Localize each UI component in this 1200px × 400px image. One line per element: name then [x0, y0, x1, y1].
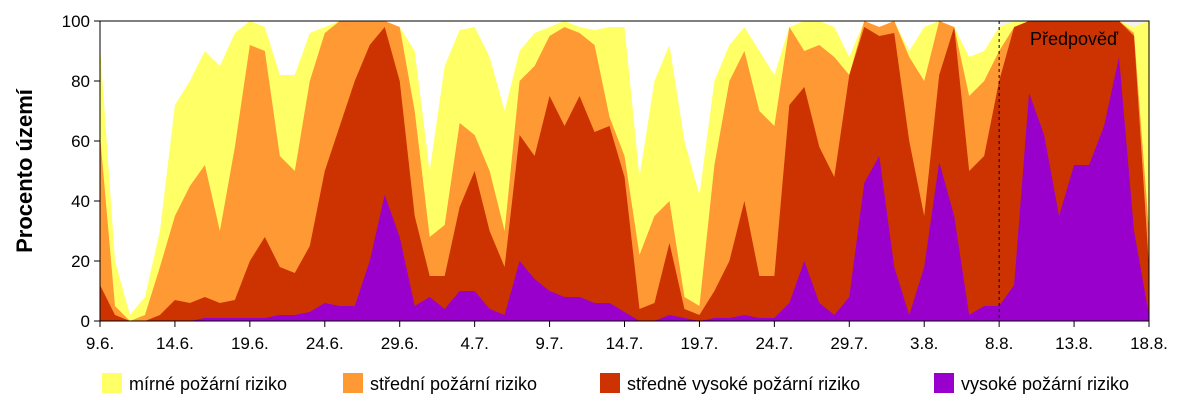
y-tick-label: 0 [81, 312, 90, 331]
x-tick-label: 29.7. [830, 334, 868, 353]
legend-swatch [600, 373, 620, 393]
x-tick-label: 24.6. [306, 334, 344, 353]
x-tick-label: 19.7. [681, 334, 719, 353]
legend-swatch [102, 373, 122, 393]
x-tick-label: 14.7. [606, 334, 644, 353]
x-tick-label: 18.8. [1130, 334, 1168, 353]
y-axis-title: Procento území [12, 88, 37, 253]
x-tick-label: 19.6. [231, 334, 269, 353]
x-tick-label: 29.6. [381, 334, 419, 353]
y-tick-label: 80 [71, 72, 90, 91]
legend-item: mírné požární riziko [102, 373, 287, 394]
x-tick-label: 9.6. [86, 334, 114, 353]
legend-swatch [934, 373, 954, 393]
legend-label: středně vysoké požární riziko [627, 374, 860, 394]
y-tick-label: 20 [71, 252, 90, 271]
axes-layer: 0 20 40 60 80 100 9.6. 14.6. 19.6. 24.6. 29.6. 4.7.… [62, 12, 1168, 353]
x-tick-label: 8.8. [985, 334, 1013, 353]
y-tick-label: 60 [71, 132, 90, 151]
x-tick-label: 24.7. [755, 334, 793, 353]
x-tick-label: 13.8. [1055, 334, 1093, 353]
forecast-label: Předpověď [1030, 29, 1119, 49]
legend-item: středně vysoké požární riziko [600, 373, 860, 394]
legend-item: střední požární riziko [343, 373, 537, 394]
areas-layer [100, 21, 1149, 321]
x-tick-label: 4.7. [460, 334, 488, 353]
legend-label: mírné požární riziko [129, 374, 287, 394]
legend-item: vysoké požární riziko [934, 373, 1129, 394]
y-tick-label: 100 [62, 12, 90, 31]
legend-swatch [343, 373, 363, 393]
y-tick-label: 40 [71, 192, 90, 211]
area-series-4 [100, 57, 1149, 321]
x-tick-label: 3.8. [910, 334, 938, 353]
legend-label: střední požární riziko [370, 374, 537, 394]
x-tick-label: 9.7. [535, 334, 563, 353]
legend: mírné požární riziko střední požární rizi… [102, 373, 1129, 394]
x-tick-label: 14.6. [156, 334, 194, 353]
legend-label: vysoké požární riziko [961, 374, 1129, 394]
forecast-overlay: Předpověď [998, 21, 1119, 321]
